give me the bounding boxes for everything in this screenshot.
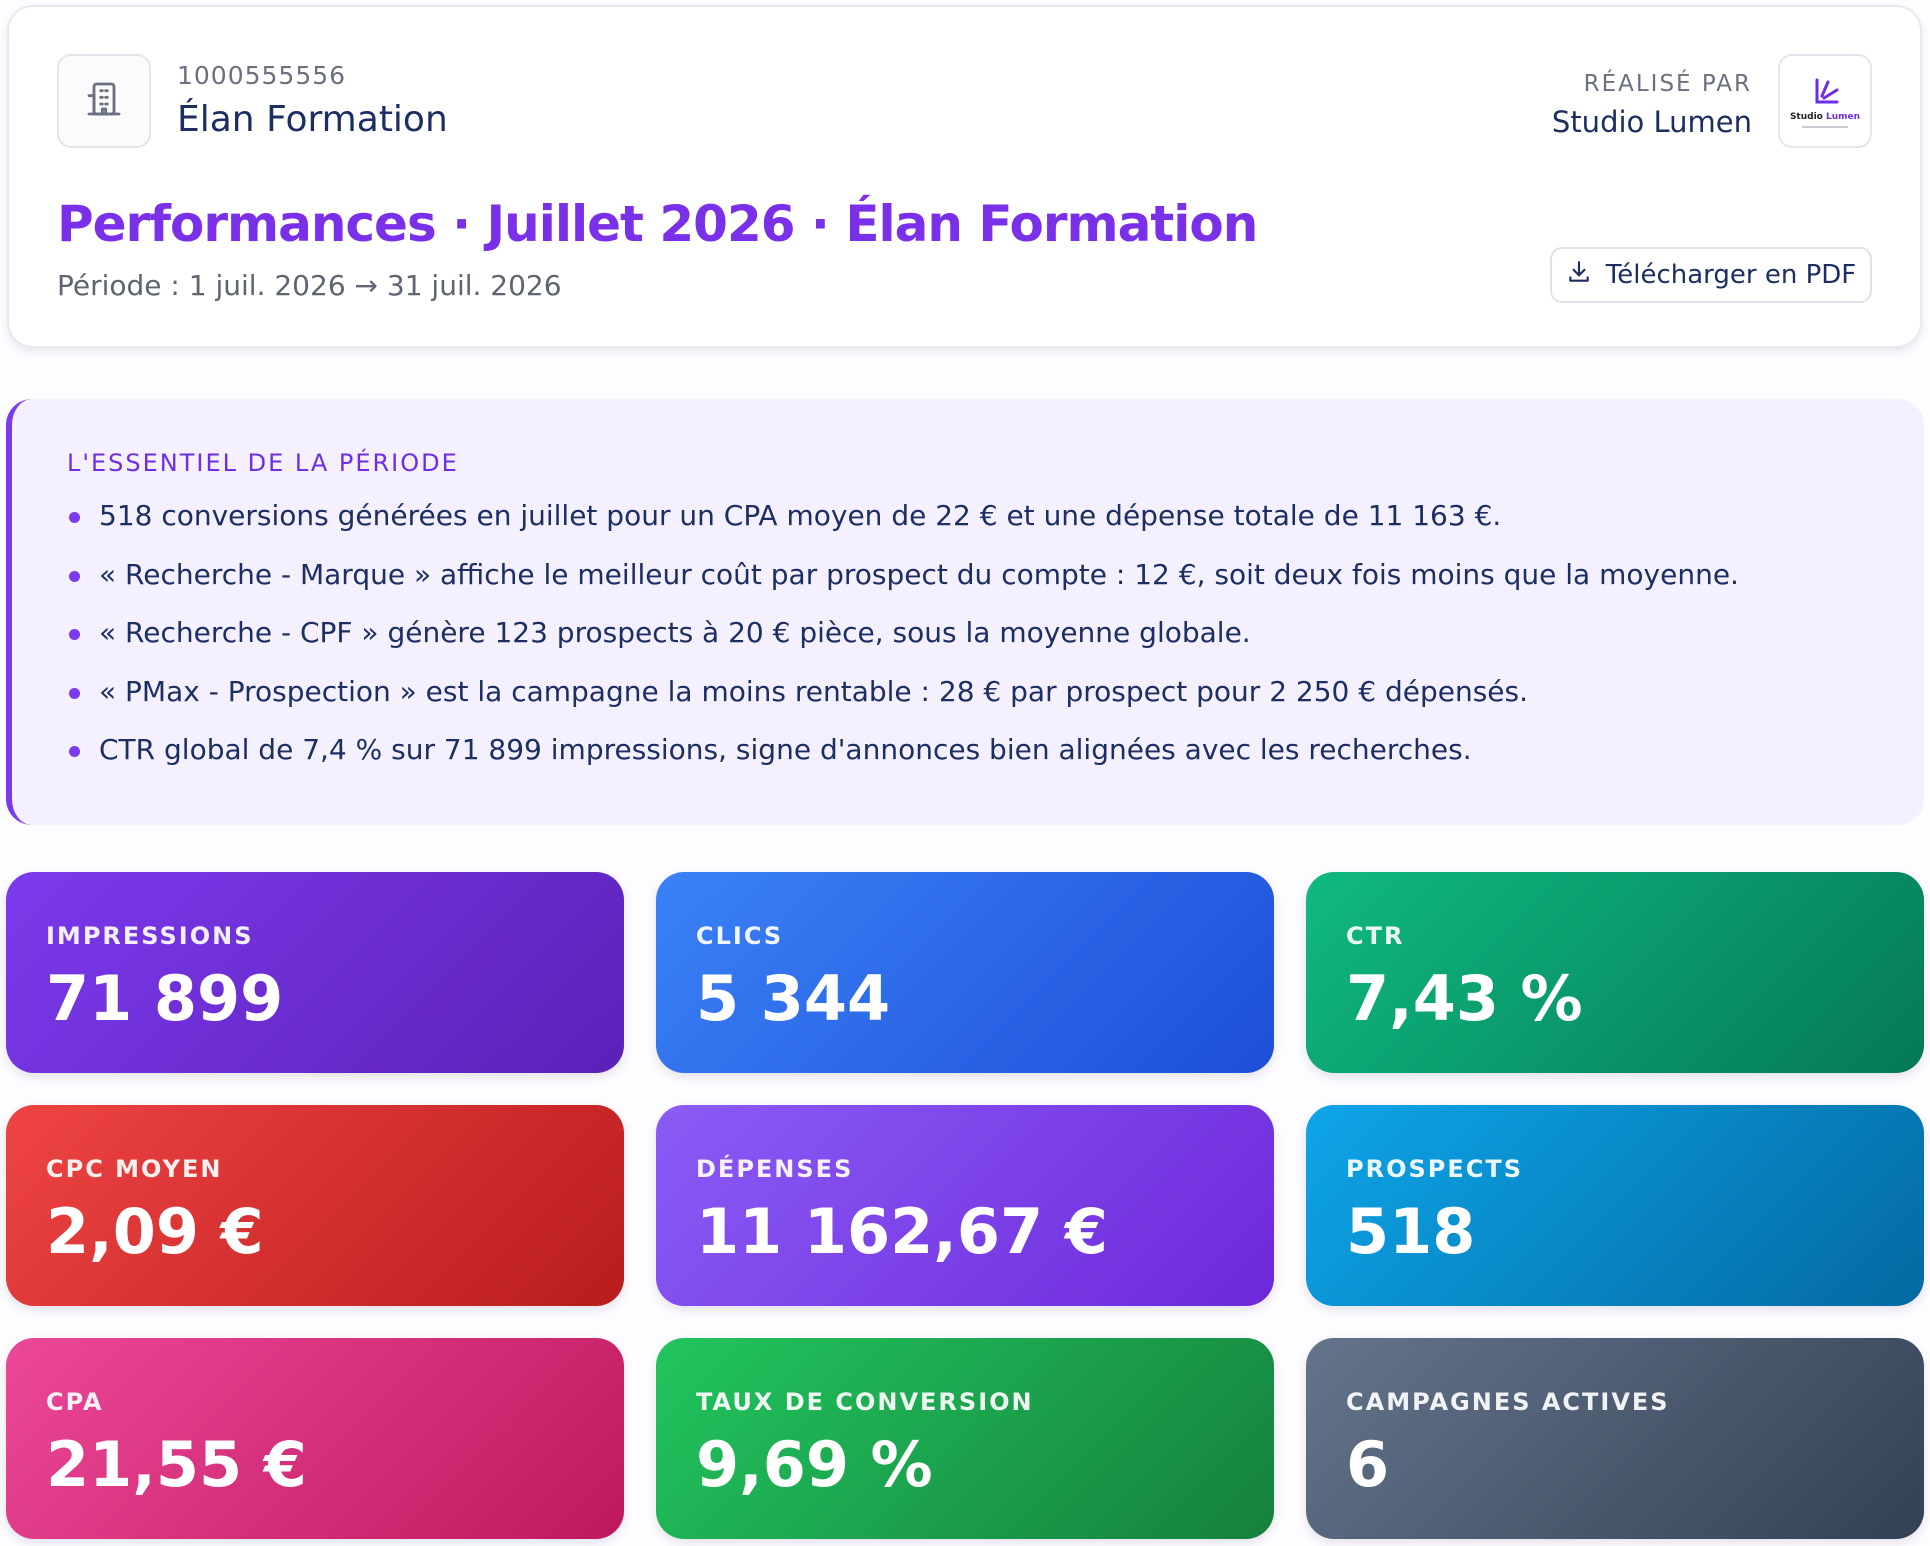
kpi-label: DÉPENSES bbox=[696, 1155, 854, 1183]
report-period: Période : 1 juil. 2026 → 31 juil. 2026 bbox=[57, 269, 562, 302]
summary-heading: L'ESSENTIEL DE LA PÉRIODE bbox=[67, 449, 459, 477]
kpi-card-depenses: DÉPENSES 11 162,67 € bbox=[656, 1105, 1274, 1306]
bullet-dot bbox=[69, 512, 80, 523]
kpi-label: TAUX DE CONVERSION bbox=[696, 1388, 1034, 1416]
kpi-label: PROSPECTS bbox=[1346, 1155, 1524, 1183]
summary-item: « Recherche - CPF » génère 123 prospects… bbox=[67, 616, 1739, 675]
kpi-value: 9,69 % bbox=[696, 1428, 933, 1501]
bullet-dot bbox=[69, 687, 80, 699]
client-name: Élan Formation bbox=[177, 99, 448, 140]
kpi-card-cpc: CPC MOYEN 2,09 € bbox=[6, 1105, 624, 1306]
agency-logo: Studio Lumen bbox=[1778, 54, 1872, 148]
kpi-value: 21,55 € bbox=[46, 1428, 307, 1501]
kpi-card-prospects: PROSPECTS 518 bbox=[1306, 1105, 1924, 1306]
kpi-value: 5 344 bbox=[696, 962, 891, 1035]
kpi-card-conversion-rate: TAUX DE CONVERSION 9,69 % bbox=[656, 1338, 1274, 1539]
download-pdf-button[interactable]: Télécharger en PDF bbox=[1550, 247, 1872, 303]
summary-item: « PMax - Prospection » est la campagne l… bbox=[67, 675, 1739, 734]
kpi-value: 71 899 bbox=[46, 962, 284, 1035]
download-pdf-label: Télécharger en PDF bbox=[1605, 260, 1857, 290]
report-header-card: 1000555556 Élan Formation RÉALISÉ PAR St… bbox=[7, 5, 1922, 348]
bullet-dot bbox=[69, 746, 80, 757]
download-icon bbox=[1566, 259, 1592, 292]
client-avatar bbox=[57, 54, 151, 148]
kpi-card-cpa: CPA 21,55 € bbox=[6, 1338, 624, 1539]
kpi-label: CPA bbox=[46, 1388, 104, 1416]
building-icon bbox=[84, 79, 124, 123]
made-by-label: RÉALISÉ PAR bbox=[1583, 71, 1752, 97]
agency-logo-tagline bbox=[1802, 126, 1848, 128]
kpi-card-impressions: IMPRESSIONS 71 899 bbox=[6, 872, 624, 1073]
summary-item: 518 conversions générées en juillet pour… bbox=[67, 499, 1739, 558]
bullet-dot bbox=[69, 629, 80, 640]
client-id: 1000555556 bbox=[177, 61, 347, 90]
agency-name: Studio Lumen bbox=[1551, 105, 1752, 139]
kpi-label: CAMPAGNES ACTIVES bbox=[1346, 1388, 1670, 1416]
kpi-label: CTR bbox=[1346, 922, 1405, 950]
kpi-value: 7,43 % bbox=[1346, 962, 1583, 1035]
agency-logo-text: Studio Lumen bbox=[1789, 112, 1861, 122]
summary-item: CTR global de 7,4 % sur 71 899 impressio… bbox=[67, 733, 1739, 792]
bullet-dot bbox=[69, 570, 80, 582]
kpi-value: 2,09 € bbox=[46, 1195, 264, 1268]
kpi-card-active-campaigns: CAMPAGNES ACTIVES 6 bbox=[1306, 1338, 1924, 1539]
kpi-card-clics: CLICS 5 344 bbox=[656, 872, 1274, 1073]
summary-item: « Recherche - Marque » affiche le meille… bbox=[67, 558, 1739, 617]
kpi-label: CPC MOYEN bbox=[46, 1155, 223, 1183]
kpi-value: 6 bbox=[1346, 1428, 1390, 1501]
kpi-label: IMPRESSIONS bbox=[46, 922, 254, 950]
kpi-value: 11 162,67 € bbox=[696, 1195, 1108, 1268]
kpi-value: 518 bbox=[1346, 1195, 1476, 1268]
kpi-card-ctr: CTR 7,43 % bbox=[1306, 872, 1924, 1073]
kpi-label: CLICS bbox=[696, 922, 784, 950]
period-summary: L'ESSENTIEL DE LA PÉRIODE 518 conversion… bbox=[6, 399, 1924, 825]
report-title: Performances · Juillet 2026 · Élan Forma… bbox=[57, 195, 1258, 253]
summary-list: 518 conversions générées en juillet pour… bbox=[67, 499, 1739, 792]
